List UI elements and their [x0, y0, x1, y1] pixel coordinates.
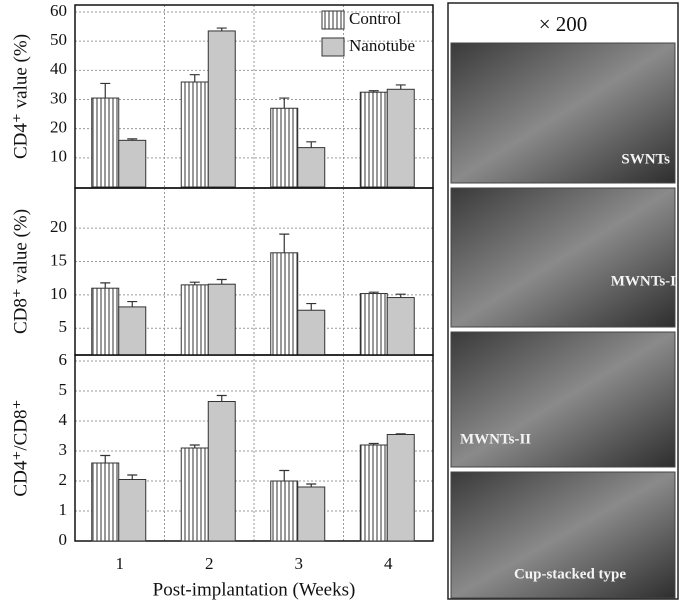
bar — [359, 91, 388, 188]
y-tick-label: 15 — [50, 250, 67, 269]
error-bar — [368, 442, 379, 445]
y-tick-label: 0 — [59, 530, 68, 549]
x-tick-label: 2 — [205, 554, 214, 573]
error-bar — [306, 483, 317, 487]
bar — [91, 97, 120, 188]
micrograph — [450, 187, 676, 328]
error-bar — [216, 27, 227, 31]
micrograph-label: MWNTs-I — [611, 273, 676, 289]
y-tick-label: 5 — [59, 380, 68, 399]
bar — [91, 287, 120, 356]
error-bar — [306, 141, 317, 148]
image-frame — [447, 2, 679, 600]
bar — [359, 444, 388, 542]
error-bar — [127, 300, 138, 307]
error-bar — [189, 444, 200, 448]
error-bar — [306, 302, 317, 311]
error-bar — [395, 84, 406, 90]
legend-swatch — [321, 10, 345, 30]
bar — [297, 309, 326, 356]
y-tick-label: 6 — [59, 350, 68, 369]
bar — [297, 486, 326, 542]
error-bar — [395, 293, 406, 298]
y-tick-label: 1 — [59, 500, 68, 519]
panel-frame — [74, 354, 434, 542]
y-tick-label: 10 — [50, 284, 67, 303]
magnification: × 200 — [539, 12, 588, 36]
y-axis-label: CD8⁺ value (%) — [10, 209, 31, 334]
bar — [180, 81, 209, 188]
y-tick-label: 30 — [50, 88, 67, 107]
y-tick-label: 60 — [50, 1, 67, 20]
legend-label: Nanotube — [349, 36, 415, 55]
x-tick-label: 4 — [384, 554, 393, 573]
error-bar — [127, 474, 138, 480]
y-tick-label: 50 — [50, 30, 67, 49]
error-bar — [395, 433, 406, 435]
error-bar — [127, 138, 138, 141]
error-bar — [100, 82, 111, 99]
y-tick-label: 20 — [50, 217, 67, 236]
bar — [270, 252, 299, 356]
bar — [207, 283, 236, 356]
error-bar — [189, 281, 200, 285]
x-tick-label: 3 — [295, 554, 304, 573]
bar — [359, 293, 388, 356]
micrograph-label: MWNTs-II — [460, 431, 531, 447]
micrographs: × 200 SWNTs MWNTs-I MWNTs-II Cup-stacked ty… — [447, 2, 679, 600]
error-bar — [100, 282, 111, 289]
error-bar — [100, 454, 111, 463]
error-bar — [279, 97, 290, 109]
bar — [180, 284, 209, 356]
bar — [207, 30, 236, 188]
error-bar — [368, 291, 379, 294]
error-bar — [279, 469, 290, 481]
x-tick-label: 1 — [116, 554, 125, 573]
y-tick-label: 3 — [59, 440, 68, 459]
y-tick-label: 4 — [59, 410, 68, 429]
micrograph — [450, 331, 676, 468]
bar — [270, 107, 299, 188]
error-bar — [216, 278, 227, 285]
bar — [386, 88, 415, 188]
y-axis-label: CD4⁺ value (%) — [10, 34, 31, 159]
micrograph — [450, 42, 676, 184]
error-bar — [279, 233, 290, 253]
bar — [118, 306, 147, 356]
y-tick-label: 10 — [50, 147, 67, 166]
y-axis-label: CD4⁺/CD8⁺ — [10, 399, 31, 496]
micrograph-label: Cup-stacked type — [514, 566, 626, 582]
bar — [207, 401, 236, 542]
error-bar — [216, 394, 227, 402]
legend-label: Control — [349, 9, 401, 28]
y-tick-label: 2 — [59, 470, 68, 489]
bar — [386, 434, 415, 542]
micrograph-label: SWNTs — [621, 151, 670, 167]
bar — [297, 147, 326, 188]
legend-swatch — [321, 37, 345, 57]
y-tick-label: 20 — [50, 118, 67, 137]
error-bar — [189, 74, 200, 82]
bar — [118, 139, 147, 188]
y-tick-label: 40 — [50, 59, 67, 78]
y-tick-label: 5 — [59, 317, 68, 336]
bar — [180, 447, 209, 542]
bar — [118, 479, 147, 542]
bar — [270, 480, 299, 542]
micrograph — [450, 471, 676, 599]
x-axis-label: Post-implantation (Weeks) — [153, 579, 356, 600]
bar — [91, 462, 120, 542]
error-bar — [368, 90, 379, 93]
bar — [386, 297, 415, 356]
